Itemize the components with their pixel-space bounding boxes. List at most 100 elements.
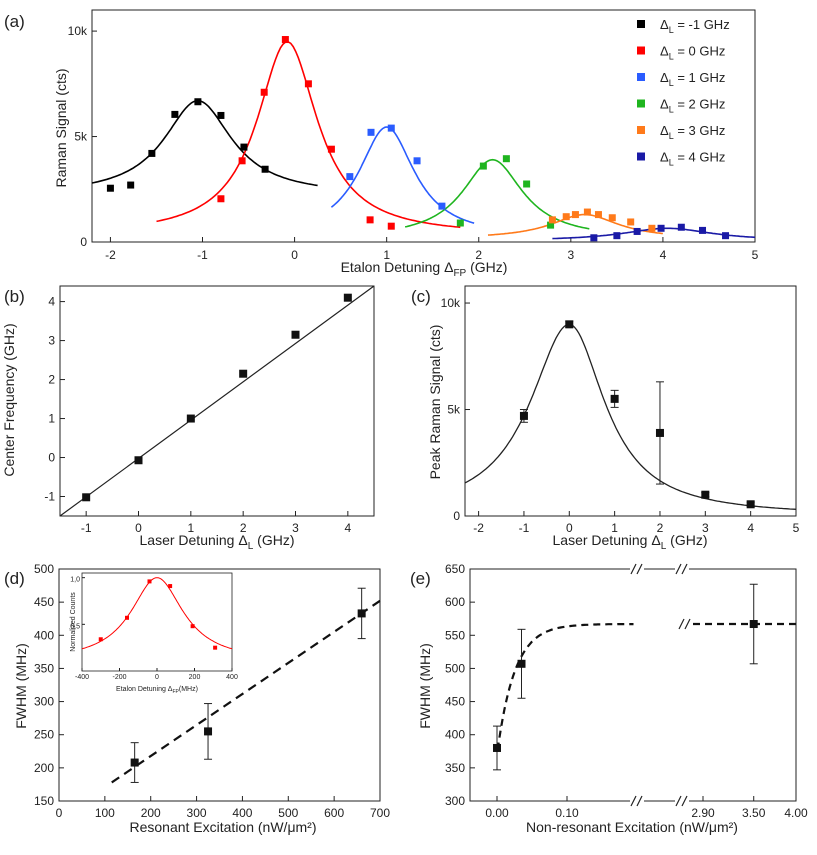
panel-e-fit-left [496, 623, 634, 750]
panel-c-x-tick-label-7: 5 [793, 521, 800, 535]
panel-b-x-tick-label-4: 3 [292, 521, 299, 535]
legend-value-5: = 4 GHz [674, 150, 726, 165]
panel-b-label: (b) [4, 287, 25, 306]
panel-d-y-tick-label-6: 450 [34, 595, 54, 609]
panel-d-y-tick-label-0: 150 [34, 794, 54, 808]
legend-label-0: ΔL = -1 GHz [660, 17, 730, 35]
panel-b-y-ticks: -1 0 1 2 3 4 [44, 295, 65, 504]
legend-value-0: = -1 GHz [674, 17, 730, 32]
panel-d-y-tick-label-5: 400 [34, 628, 54, 642]
panel-b-x-tick-label-2: 1 [187, 521, 194, 535]
panel-d-y-tick-label-1: 200 [34, 761, 54, 775]
legend-sub-4: L [669, 131, 674, 141]
panel-d-plot-frame [58, 568, 381, 802]
panel-d-y-tick-label-7: 500 [34, 562, 54, 576]
panel-c-y-axis-label: Peak Raman Signal (cts) [427, 325, 443, 480]
panel-a-point-s3-4 [547, 221, 555, 229]
panel-c-label: (c) [411, 287, 431, 306]
panel-a-point-s5-5 [699, 226, 707, 234]
panel-b: (b) -1 0 1 2 3 4 -1 0 1 2 3 4 Laser Detuning ΔL (G… [1, 285, 375, 552]
panel-d-fit-line [111, 599, 381, 784]
legend-marker-3 [637, 99, 645, 108]
panel-c-x-ticks: -2 -1 0 1 2 3 4 5 [473, 511, 800, 535]
panel-a-point-s0-6 [240, 143, 248, 151]
panel-a-point-s3-3 [523, 180, 531, 188]
panel-c-y-tick-label-2: 10k [441, 296, 461, 310]
panel-c-point-5 [746, 500, 755, 509]
panel-a-x-tick-label-7: 5 [752, 248, 759, 262]
panel-a-point-s0-0 [106, 184, 114, 192]
legend-value-1: = 0 GHz [674, 44, 726, 59]
panel-e-plot-frame [469, 568, 797, 802]
legend-marker-2 [637, 73, 645, 81]
legend-sub-0: L [669, 25, 674, 35]
panel-d-x-axis-label: Resonant Excitation (nW/μm²) [129, 819, 316, 835]
panel-e-x-tick-label-right-1: 3.50 [742, 806, 766, 820]
panel-b-plot-frame [59, 285, 375, 517]
panel-a-point-s2-4 [438, 202, 446, 210]
panel-e-y-ticks: 300 350 400 450 500 550 600 650 [445, 562, 475, 808]
panel-e-break-mark-a-1 [675, 795, 682, 807]
panel-e-x-tick-label-left-0: 0.00 [485, 806, 509, 820]
panel-b-data-points [82, 293, 352, 502]
panel-a-curve-series-1 [156, 40, 461, 229]
panel-a-point-s4-5 [608, 214, 616, 222]
inset-y-tick-label-0: 0,5 [70, 623, 80, 630]
panel-e-x-tick-label-right-2: 4.00 [784, 806, 808, 820]
panel-e-y-tick-label-4: 500 [445, 661, 465, 675]
panel-e-y-axis-label: FWHM (MHz) [417, 643, 433, 729]
panel-e-x-tick-label-right-0: 2.90 [691, 806, 715, 820]
panel-c-x-tick-label-4: 2 [657, 521, 664, 535]
panel-e: (e) 0.00 0.10 2.90 3.50 4.00 300 350 400 450 500… [410, 562, 808, 835]
panel-a-curve-series-3 [404, 158, 590, 230]
panel-c: (c) -2 -1 0 1 2 3 4 5 0 5k 10k Laser Detuning ΔL … [411, 285, 800, 552]
panel-a-y-tick-label-1: 5k [74, 130, 88, 144]
panel-a-point-s1-7 [387, 222, 395, 230]
panel-d-point-1 [204, 727, 213, 736]
panel-e-x-tick-label-left-1: 0.10 [555, 806, 579, 820]
legend-delta-4: Δ [660, 123, 669, 138]
legend-delta-1: Δ [660, 44, 669, 59]
panel-c-xlabel-sub: L [661, 541, 667, 552]
panel-e-y-tick-label-1: 350 [445, 761, 465, 775]
panel-e-axis-breaks [630, 563, 692, 807]
panel-c-point-2 [610, 394, 619, 403]
panel-b-point-1 [134, 456, 143, 465]
panel-d-y-axis-label: FWHM (MHz) [13, 643, 29, 729]
panel-a-x-axis-label: Etalon Detuning ΔFP (GHz) [341, 259, 508, 279]
panel-d-inset: -400 -200 0 200 400 0,5 1,0 Etalon Detuning Δ… [70, 572, 238, 695]
panel-b-x-axis-label: Laser Detuning ΔL (GHz) [140, 532, 295, 552]
panel-d-x-tick-label-1: 100 [95, 806, 115, 820]
panel-a-point-s5-3 [657, 224, 665, 232]
panel-c-x-tick-label-1: -1 [519, 521, 530, 535]
legend-marker-5 [637, 152, 645, 161]
panel-e-point-0 [493, 743, 501, 752]
inset-fit [81, 577, 233, 650]
panel-e-break-mark-a-3 [675, 563, 682, 575]
panel-b-xlabel-sub: L [248, 541, 254, 552]
inset-point-4 [190, 624, 195, 629]
panel-b-point-0 [82, 493, 91, 502]
inset-x-tick-label-0: -400 [75, 674, 89, 681]
inset-xlabel-main: Etalon Detuning Δ [116, 686, 173, 693]
inset-data-points [98, 579, 218, 650]
panel-a-y-ticks: 0 5k 10k [68, 24, 97, 249]
inset-xlabel-sub: FP [172, 689, 179, 695]
panel-e-y-tick-label-0: 300 [445, 794, 465, 808]
panel-d-y-ticks: 150 200 250 300 350 400 450 500 [34, 562, 64, 808]
panel-b-y-tick-label-1: 0 [48, 451, 55, 465]
panel-a-curve-series-0 [91, 99, 318, 187]
panel-e-y-tick-label-3: 450 [445, 695, 465, 709]
panel-c-xlabel-main: Laser Detuning Δ [553, 532, 661, 548]
panel-c-x-tick-label-0: -2 [473, 521, 484, 535]
panel-a-curve-series-2 [330, 126, 475, 224]
panel-d-x-tick-label-7: 700 [370, 806, 390, 820]
panel-a-plot-frame [91, 9, 756, 243]
panel-b-y-tick-label-2: 1 [48, 412, 55, 426]
legend-sub-1: L [669, 52, 674, 62]
panel-a-point-s5-0 [590, 234, 598, 242]
panel-d-x-tick-label-3: 300 [187, 806, 207, 820]
panel-a-xlabel-sub: FP [453, 268, 466, 279]
panel-c-fit [464, 323, 797, 510]
